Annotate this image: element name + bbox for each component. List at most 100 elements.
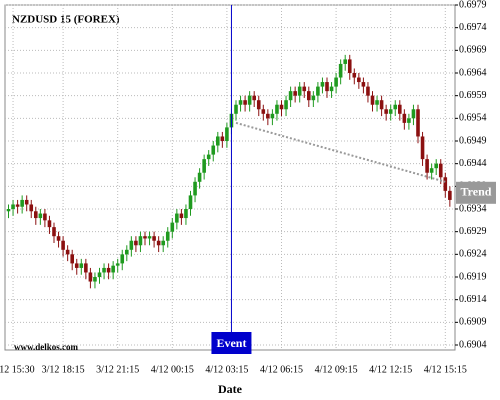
candle-body [325,82,329,92]
y-tick-label: 0.6924 [459,249,487,260]
candle-body [93,277,97,282]
candle-body [197,172,202,182]
candle-body [347,59,352,73]
x-tick-label: 4/12 06:15 [260,364,303,375]
x-tick-label: 3/12 18:15 [42,364,85,375]
candle-body [225,127,229,141]
candle-body [243,100,247,105]
candle-body [357,77,361,83]
candle-body [311,95,316,101]
y-tick-label: 0.6914 [459,294,487,305]
chart-title: NZDUSD 15 (FOREX) [12,14,120,26]
candle-body [388,109,393,114]
candle-body [425,159,429,173]
candle-body [193,181,197,196]
candle-body [216,136,220,146]
candle-body [125,249,129,255]
candle-body [288,91,293,101]
y-tick-label: 0.6934 [459,203,487,214]
candle-body [161,240,165,246]
candle-body [6,209,11,212]
candle-body [143,236,147,239]
candle-body [302,86,307,92]
candle-body [316,86,320,96]
candle-body [138,236,143,246]
candle-body [20,199,24,207]
x-tick-label: 4/12 15:15 [424,364,467,375]
candle-body [52,227,56,237]
y-tick-label: 0.6929 [459,226,487,237]
candle-body [43,213,47,221]
trend-label-box [456,181,496,204]
y-tick-label: 0.6919 [459,271,487,282]
candle-body [443,177,448,191]
candle-body [279,104,284,110]
candle-body [106,267,111,273]
candle-body [393,104,398,110]
candle-body [179,213,184,219]
candle-body [202,159,206,173]
candle-body [129,240,134,250]
candle-body [102,267,106,273]
y-tick-label: 0.6969 [459,45,487,56]
candle-body [220,136,225,141]
candle-body [156,240,161,246]
y-tick-label: 0.6949 [459,135,487,146]
candle-body [297,86,302,96]
candle-body [120,254,125,264]
candle-body [47,220,52,228]
candle-body [238,100,243,105]
event-label: Event [216,336,246,350]
candle-body [384,109,388,114]
plot-frame [4,4,456,351]
candle-body [266,113,270,119]
candle-body [307,91,311,101]
candle-body [284,100,288,110]
candle-body [56,236,61,241]
candle-body [247,95,252,105]
y-tick-label: 0.6979 [459,0,487,10]
candle-body [152,236,156,241]
candle-body [115,263,120,266]
candle-body [211,145,216,155]
candle-body [34,211,38,219]
candle-body [38,213,43,219]
candle-body [170,222,175,232]
candle-body [352,73,357,78]
x-axis-title: Date [218,382,243,396]
x-tick-label: 4/12 00:15 [151,364,194,375]
candle-body [74,263,79,268]
candle-body [15,204,20,207]
y-tick-label: 0.6964 [459,67,487,78]
y-tick-label: 0.6904 [459,339,487,350]
y-tick-label: 0.6954 [459,113,487,124]
candle-body [320,82,325,87]
candle-body [29,204,34,212]
candle-body [420,136,425,160]
candle-body [416,109,420,137]
candle-body [11,204,15,209]
candle-body [24,199,29,205]
candle-body [206,154,211,160]
y-tick-label: 0.6909 [459,317,487,328]
candle-body [165,231,170,241]
candle-body [70,254,74,264]
x-tick-label: 4/12 12:15 [369,364,412,375]
candle-body [147,236,152,239]
candle-body [61,240,65,250]
candle-body [379,100,384,110]
candle-body [97,272,102,277]
watermark: www.delkos.com [14,342,79,352]
candle-body [407,118,411,123]
event-box [211,332,252,354]
candle-body [84,263,88,273]
candle-body [175,213,179,223]
candle-body [375,100,379,105]
candle-body [448,190,452,200]
y-tick-label: 0.6959 [459,90,487,101]
trend-label: Trend [461,185,492,199]
x-tick-label: 3/12 15:30 [0,364,35,375]
candle-body [293,91,297,96]
y-tick-label: 0.6974 [459,22,487,33]
candle-body [366,86,370,96]
